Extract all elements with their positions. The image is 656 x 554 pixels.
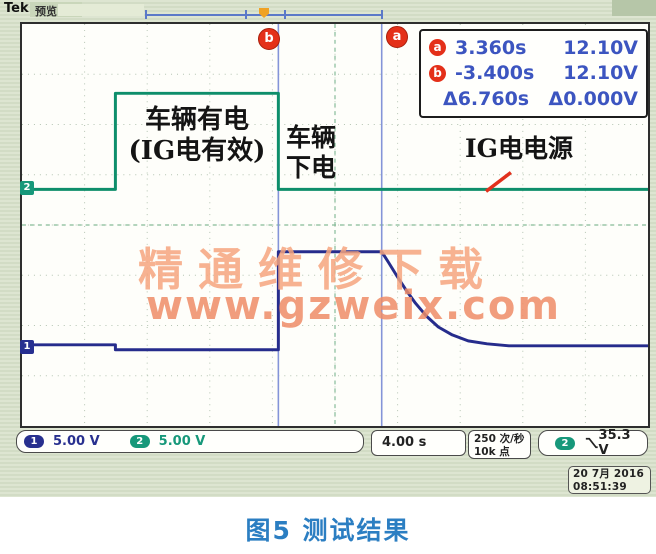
timebase-box: 4.00 s	[371, 430, 466, 456]
oscilloscope-screenshot: Tek 预览 b a a 3.360s 12.10V b -3.400s 12.…	[0, 0, 656, 497]
cursor-b-time: -3.400s	[455, 62, 535, 85]
trigger-source-icon: 2	[555, 436, 575, 450]
cursor-b-voltage: 12.10V	[563, 62, 638, 85]
record-view-cursor-tick	[245, 10, 247, 19]
topbar-menu-block	[58, 4, 144, 16]
acq-rate: 250 次/秒	[474, 433, 525, 445]
figure-caption: 图5 测试结果	[245, 516, 411, 545]
acq-points: 10k 点	[474, 446, 510, 459]
ch1-icon: 1	[24, 435, 44, 448]
ch1-ground-marker: 1	[20, 340, 34, 354]
annotation-vehicle-powered: 车辆有电 (IG电有效)	[128, 105, 266, 166]
tek-logo: Tek	[4, 1, 29, 16]
cursor-a-icon: a	[429, 39, 446, 57]
cursor-b-icon: b	[429, 64, 446, 82]
acquisition-box: 250 次/秒 10k 点	[468, 430, 531, 459]
cursor-b-badge: b	[258, 28, 280, 50]
trigger-level: 35.3 V	[598, 428, 631, 458]
trigger-position-icon	[259, 8, 269, 18]
time-label: 08:51:39	[573, 480, 627, 493]
cursor-readout-box: a 3.360s 12.10V b -3.400s 12.10V Δ6.760s…	[419, 29, 648, 118]
delta-time: Δ6.760s	[443, 88, 530, 111]
readout-row-a: a 3.360s 12.10V	[429, 37, 638, 59]
falling-edge-icon	[585, 437, 598, 449]
cursor-a-voltage: 12.10V	[563, 36, 638, 59]
channel-scale-box: 1 5.00 V 2 5.00 V	[16, 430, 364, 453]
date-label: 20 7月 2016	[573, 468, 644, 480]
topbar-right-block	[612, 0, 656, 16]
ch2-icon: 2	[129, 435, 150, 448]
waveform-svg	[22, 24, 648, 426]
cursor-a-badge: a	[386, 26, 408, 48]
trigger-box: 2 35.3 V	[538, 428, 648, 458]
cursor-a-time: 3.360s	[455, 36, 527, 59]
ch2-scale: 5.00 V	[158, 434, 206, 449]
annotation-vehicle-off: 车辆 下电	[285, 123, 336, 182]
record-view-right-bracket	[381, 10, 383, 19]
readout-row-b: b -3.400s 12.10V	[429, 62, 638, 84]
ch2-ground-marker: 2	[20, 181, 34, 195]
delta-voltage: Δ0.000V	[548, 88, 638, 111]
record-view-cursor-tick	[284, 10, 286, 19]
acquisition-mode-label: 预览	[35, 5, 57, 18]
readout-row-delta: Δ6.760s Δ0.000V	[429, 88, 638, 110]
record-view-left-bracket	[145, 10, 147, 19]
ch1-scale: 5.00 V	[53, 434, 100, 449]
datetime-box: 20 7月 2016 08:51:39	[568, 466, 651, 494]
annotation-ig-power: IG电电源	[464, 134, 574, 163]
